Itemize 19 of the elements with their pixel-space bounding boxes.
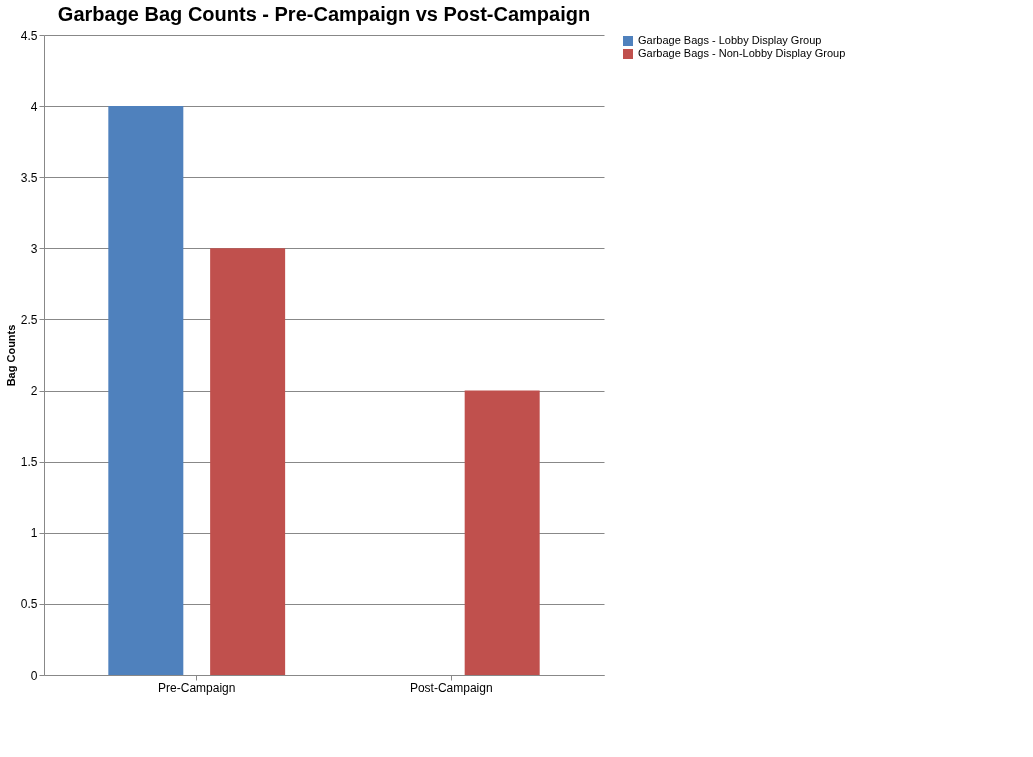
- y-tick-label: 3.5: [20, 170, 38, 185]
- y-axis-title: Bag Counts: [4, 324, 17, 387]
- y-tick-label: 4: [30, 99, 38, 114]
- y-tick-label: 2.5: [20, 312, 38, 327]
- y-tick-label: 0.5: [20, 597, 38, 612]
- x-tick-label: Pre-Campaign: [158, 680, 236, 695]
- y-tick-label: 4.5: [20, 28, 38, 43]
- legend-label: Garbage Bags - Lobby Display Group: [638, 34, 822, 46]
- chart-title: Garbage Bag Counts - Pre-Campaign vs Post-Campaign: [57, 3, 591, 25]
- x-tick-label: Post-Campaign: [409, 680, 493, 695]
- bar: [108, 106, 184, 675]
- y-tick-label: 1.5: [20, 455, 38, 470]
- bar: [210, 248, 286, 675]
- bar: [464, 390, 540, 675]
- y-tick-label: 2: [30, 384, 38, 399]
- y-tick-label: 0: [30, 668, 38, 683]
- legend-label: Garbage Bags - Non-Lobby Display Group: [638, 47, 846, 59]
- y-tick-label: 1: [30, 526, 38, 541]
- y-tick-label: 3: [30, 241, 38, 256]
